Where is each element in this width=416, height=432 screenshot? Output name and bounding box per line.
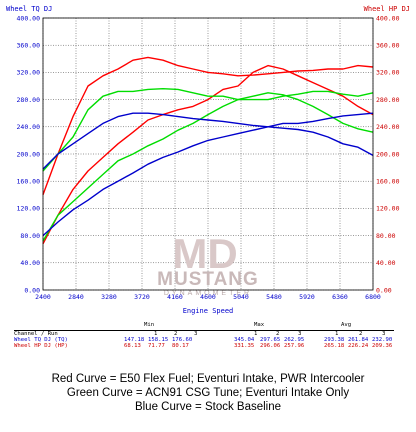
mustang-dynamometer-watermark: MD MUSTANG DYNAMOMETER (157, 230, 259, 297)
x-tick-label: 3280 (101, 293, 117, 301)
run-number: 2 (174, 331, 178, 337)
y-left-tick-label: 80.00 (20, 232, 40, 240)
y-left-tick-label: 40.00 (20, 259, 40, 267)
stats-avg-header: Avg (341, 322, 352, 328)
stats-value: 71.77 (148, 343, 165, 349)
y-right-tick-label: 120.00 (376, 205, 400, 213)
caption-red: Red Curve = E50 Flex Fuel; Eventuri Inta… (51, 373, 365, 385)
stats-row-tq: Wheel TQ DJ (TQ) 147.18 158.15 176.60 345.0… (14, 337, 394, 343)
stats-value: 232.90 (372, 337, 393, 343)
red-horsepower-curve (42, 64, 374, 245)
stats-value: 296.06 (260, 343, 281, 349)
stats-value: 226.24 (348, 343, 369, 349)
stats-table: Min Max Avg Channel / Run 1 2 3 1 2 3 1 2 3 Whee… (14, 322, 394, 349)
stats-value: 345.04 (234, 337, 255, 343)
run-number: 3 (298, 331, 302, 337)
x-tick-label: 4600 (200, 293, 216, 301)
x-tick-label: 6800 (365, 293, 381, 301)
y-right-tick-label: 200.00 (376, 150, 400, 158)
stats-row-label: Wheel HP DJ (HP) (14, 343, 68, 349)
y-left-tick-label: 280.00 (17, 96, 41, 104)
caption-green: Green Curve = ACN91 CSG Tune; Eventuri I… (66, 387, 350, 399)
y-right-tick-label: 160.00 (376, 178, 400, 186)
caption-blue: Blue Curve = Stock Baseline (134, 401, 282, 413)
stats-run-header: Channel / Run 1 2 3 1 2 3 1 2 3 (14, 330, 394, 337)
run-number: 1 (254, 331, 258, 337)
stats-value: 80.17 (172, 343, 189, 349)
y-right-tick-label: 240.00 (376, 123, 400, 131)
x-tick-label: 6360 (332, 293, 348, 301)
y-left-tick-label: 160.00 (17, 178, 41, 186)
y-left-axis-title: Wheel TQ DJ (6, 5, 52, 13)
x-tick-label: 5040 (233, 293, 249, 301)
y-right-tick-label: 320.00 (376, 69, 400, 77)
stats-value: 147.18 (124, 337, 145, 343)
stats-value: 297.65 (260, 337, 281, 343)
green-torque-curve (42, 87, 374, 172)
x-tick-label: 2840 (68, 293, 84, 301)
stats-group-header: Min Max Avg (14, 322, 394, 328)
stats-value: 209.36 (372, 343, 393, 349)
y-right-tick-label: 400.00 (376, 14, 400, 22)
y-left-tick-label: 240.00 (17, 123, 41, 131)
watermark-name: MUSTANG (157, 269, 259, 290)
curves (42, 56, 374, 245)
stats-value: 158.15 (148, 337, 169, 343)
run-number: 1 (154, 331, 158, 337)
y-left-tick-labels: 0.00 40.00 80.00 120.00 160.00 200.00 240.00 28… (17, 14, 41, 294)
stats-value: 265.18 (324, 343, 345, 349)
x-tick-label: 4160 (167, 293, 183, 301)
dyno-chart: MD MUSTANG DYNAMOMETER 2400 2840 3280 3720 4… (6, 5, 410, 315)
x-axis-title: Engine Speed (183, 307, 234, 315)
y-left-tick-label: 120.00 (17, 205, 41, 213)
y-right-tick-label: 280.00 (376, 96, 400, 104)
stats-value: 261.84 (348, 337, 369, 343)
y-left-tick-label: 0.00 (24, 286, 40, 294)
x-tick-label: 5920 (299, 293, 315, 301)
y-right-axis-title: Wheel HP DJ (364, 5, 410, 13)
y-right-tick-label: 40.00 (376, 259, 396, 267)
red-torque-curve (42, 56, 374, 196)
green-horsepower-curve (42, 92, 374, 242)
y-left-tick-label: 400.00 (17, 14, 41, 22)
y-left-tick-label: 360.00 (17, 42, 41, 50)
y-right-tick-label: 360.00 (376, 42, 400, 50)
y-right-tick-label: 0.00 (376, 286, 392, 294)
stats-max-header: Max (254, 322, 265, 328)
plot-frame (42, 17, 374, 291)
x-tick-labels: 2400 2840 3280 3720 4160 4600 5040 5480 5920 6360… (35, 293, 381, 301)
y-right-tick-labels: 0.00 40.00 80.00 120.00 160.00 200.00 240.00 28… (376, 14, 400, 294)
stats-value: 293.38 (324, 337, 345, 343)
stats-row-label: Wheel TQ DJ (TQ) (14, 337, 68, 343)
blue-horsepower-curve (42, 112, 374, 237)
run-number: 3 (382, 331, 386, 337)
run-number: 3 (194, 331, 198, 337)
stats-min-header: Min (144, 322, 155, 328)
watermark-logo: MD (172, 230, 237, 277)
y-left-tick-label: 200.00 (17, 150, 41, 158)
run-number: 2 (359, 331, 363, 337)
y-right-tick-label: 80.00 (376, 232, 396, 240)
x-tick-label: 2400 (35, 293, 51, 301)
captions: Red Curve = E50 Flex Fuel; Eventuri Inta… (0, 372, 416, 414)
blue-torque-curve (42, 112, 374, 170)
stats-value: 262.95 (284, 337, 305, 343)
x-tick-label: 5480 (266, 293, 282, 301)
stats-value: 68.13 (124, 343, 141, 349)
stats-label-header: Channel / Run (14, 331, 58, 337)
stats-value: 176.60 (172, 337, 193, 343)
y-left-tick-label: 320.00 (17, 69, 41, 77)
x-tick-label: 3720 (134, 293, 150, 301)
stats-value: 331.35 (234, 343, 255, 349)
watermark-sub: DYNAMOMETER (164, 290, 252, 297)
run-number: 2 (276, 331, 280, 337)
run-number: 1 (335, 331, 339, 337)
stats-row-hp: Wheel HP DJ (HP) 68.13 71.77 80.17 331.35 29… (14, 343, 394, 349)
stats-value: 257.96 (284, 343, 305, 349)
